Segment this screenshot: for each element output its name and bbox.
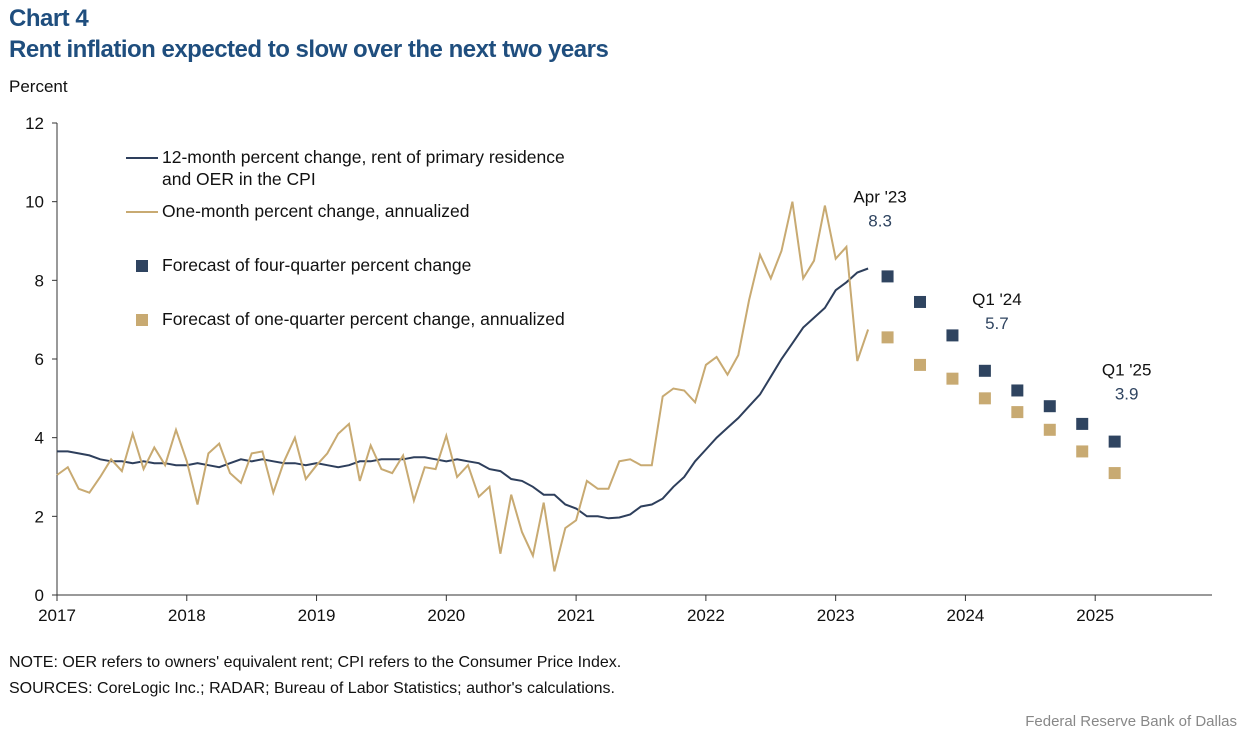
chart-subtitle: Rent inflation expected to slow over the…: [9, 36, 609, 63]
forecast-point: [1043, 400, 1056, 413]
forecast-point: [881, 270, 894, 283]
x-tick-label: 2023: [817, 606, 855, 625]
annotation-value: 3.9: [1115, 385, 1139, 404]
annotation-value: 5.7: [985, 314, 1009, 333]
forecast-point: [881, 331, 894, 344]
forecast-point: [978, 392, 991, 405]
x-tick-label: 2021: [557, 606, 595, 625]
note: NOTE: OER refers to owners' equivalent r…: [9, 654, 622, 671]
annotation-value: 8.3: [868, 212, 892, 231]
x-tick-label: 2020: [427, 606, 465, 625]
forecast-point: [1011, 384, 1024, 397]
y-tick-label: 0: [35, 586, 44, 605]
forecast-point: [914, 358, 927, 371]
legend-swatch: [136, 314, 148, 326]
forecast-point: [1108, 467, 1121, 480]
legend-label: 12-month percent change, rent of primary…: [162, 147, 565, 189]
forecast-point: [1108, 435, 1121, 448]
forecast-point: [978, 364, 991, 377]
forecast-point: [1076, 417, 1089, 430]
annotation-label: Q1 '24: [972, 290, 1022, 309]
forecast-point: [1076, 445, 1089, 458]
annotation-label: Apr '23: [853, 188, 906, 207]
forecast-point: [946, 372, 959, 385]
x-tick-label: 2025: [1076, 606, 1114, 625]
x-tick-label: 2017: [38, 606, 76, 625]
forecast-point: [1043, 423, 1056, 436]
annotation-label: Q1 '25: [1102, 361, 1152, 380]
y-tick-label: 4: [35, 429, 44, 448]
y-axis-label: Percent: [9, 77, 68, 96]
x-tick-label: 2018: [168, 606, 206, 625]
chart-title: Chart 4: [9, 5, 89, 32]
forecast-point: [914, 295, 927, 308]
forecast-point: [1011, 406, 1024, 419]
x-tick-label: 2019: [298, 606, 336, 625]
y-tick-label: 2: [35, 507, 44, 526]
legend-label: Forecast of four-quarter percent change: [162, 255, 472, 275]
legend-label: Forecast of one-quarter percent change, …: [162, 309, 565, 329]
legend-label: One-month percent change, annualized: [162, 201, 470, 221]
forecast-point: [946, 329, 959, 342]
x-tick-label: 2022: [687, 606, 725, 625]
series-line: [56, 201, 870, 572]
series-line: [57, 267, 869, 520]
x-tick-label: 2024: [947, 606, 985, 625]
y-tick-label: 12: [25, 114, 44, 133]
y-tick-label: 10: [25, 193, 44, 212]
legend-swatch: [136, 260, 148, 272]
credit: Federal Reserve Bank of Dallas: [1025, 713, 1237, 730]
source: SOURCES: CoreLogic Inc.; RADAR; Bureau o…: [9, 680, 615, 697]
y-tick-label: 8: [35, 271, 44, 290]
y-tick-label: 6: [35, 350, 44, 369]
